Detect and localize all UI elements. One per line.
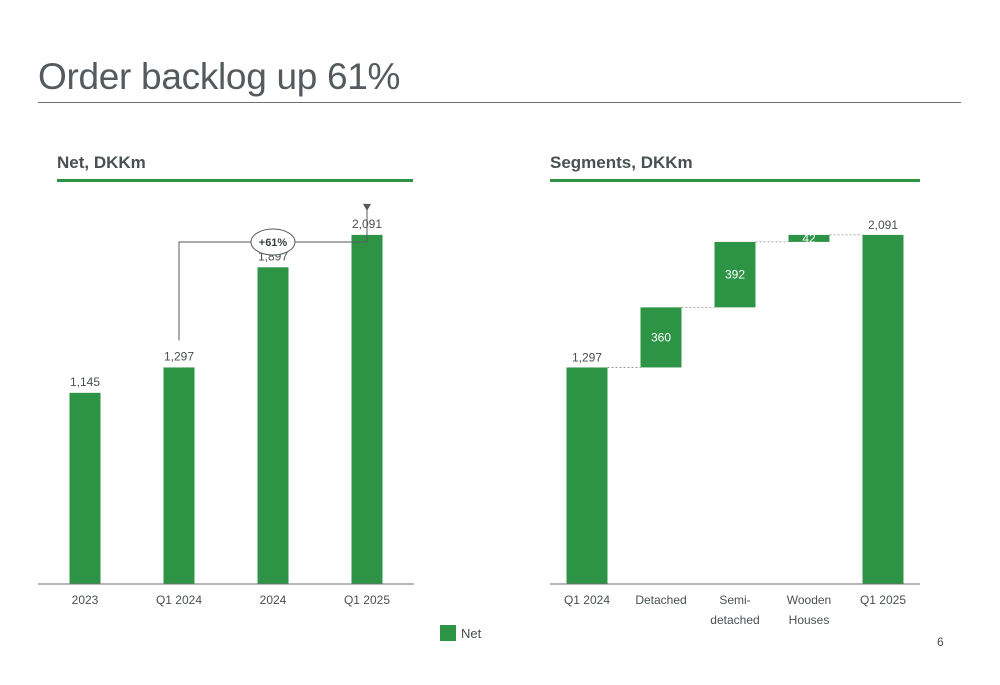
data-label: 360 [651, 330, 671, 344]
waterfall-bar-detached [640, 307, 682, 368]
bar-q1-2024 [163, 367, 195, 584]
right-panel-rule [550, 179, 920, 182]
page-number: 6 [937, 635, 944, 649]
bar-2024 [257, 267, 289, 584]
left-panel-rule [57, 179, 413, 182]
left-panel-title: Net, DKKm [57, 153, 146, 172]
data-label: 1,297 [164, 349, 194, 363]
waterfall-bar-q1-2025 [862, 234, 904, 584]
waterfall-bar-q1-2024 [566, 367, 608, 584]
right-panel-title: Segments, DKKm [550, 153, 693, 172]
growth-badge-label: +61% [259, 237, 288, 249]
data-label: 2,091 [868, 218, 898, 232]
x-tick-label: Q1 2024 [156, 593, 202, 607]
bar-2023 [69, 392, 101, 584]
x-tick-label: detached [710, 613, 759, 627]
page-title: Order backlog up 61% [38, 56, 401, 97]
x-tick-label: 2023 [72, 593, 99, 607]
x-tick-label: Q1 2025 [344, 593, 390, 607]
growth-badge [250, 228, 296, 256]
x-tick-label: Detached [635, 593, 686, 607]
data-label: 42 [802, 231, 816, 245]
title-divider [38, 102, 961, 103]
legend-label: Net [461, 625, 482, 641]
legend: Net [440, 625, 481, 641]
waterfall-bar-wooden-houses [788, 234, 830, 242]
x-tick-label: Q1 2024 [564, 593, 610, 607]
x-tick-label: 2024 [260, 593, 287, 607]
x-tick-label: Houses [789, 613, 830, 627]
data-label: 1,145 [70, 375, 100, 389]
x-tick-label: Wooden [787, 593, 831, 607]
x-tick-label: Semi- [719, 593, 750, 607]
bar-q1-2025 [351, 234, 383, 584]
legend-swatch [440, 625, 456, 641]
growth-arrowhead [363, 203, 371, 211]
waterfall-bar-semi-detached [714, 241, 756, 308]
data-label: 1,297 [572, 350, 602, 364]
data-label: 392 [725, 268, 745, 282]
x-tick-label: Q1 2025 [860, 593, 906, 607]
